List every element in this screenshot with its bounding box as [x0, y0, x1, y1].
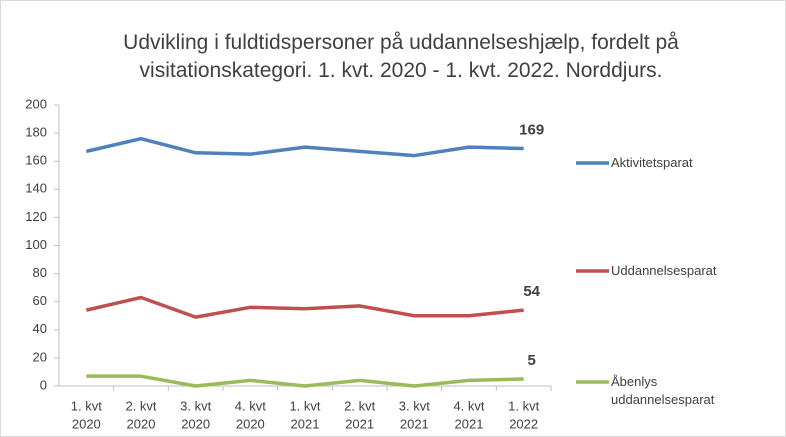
y-tick-label: 120 — [25, 209, 47, 224]
legend-label: Uddannelsesparat — [611, 263, 717, 278]
y-tick-label: 180 — [25, 125, 47, 140]
line-series — [86, 374, 524, 388]
y-tick-label: 40 — [33, 321, 47, 336]
x-tick-label: 4. kvt — [453, 398, 484, 413]
x-tick-label: 2021 — [455, 416, 484, 431]
x-tick-label: 2020 — [72, 416, 101, 431]
y-tick-label: 80 — [33, 265, 47, 280]
x-tick-label: 2022 — [509, 416, 538, 431]
x-tick-label: 2021 — [291, 416, 320, 431]
data-label: 54 — [523, 283, 540, 300]
y-tick-label: 0 — [40, 377, 47, 392]
y-tick-label: 200 — [25, 96, 47, 111]
y-tick-label: 160 — [25, 153, 47, 168]
x-tick-label: 2020 — [127, 416, 156, 431]
y-tick-label: 100 — [25, 237, 47, 252]
y-tick-label: 60 — [33, 293, 47, 308]
x-tick-label: 2020 — [181, 416, 210, 431]
line-series — [85, 136, 524, 158]
x-tick-label: 1. kvt — [289, 398, 320, 413]
x-tick-label: 1. kvt — [71, 398, 102, 413]
y-tick-label: 20 — [33, 349, 47, 364]
x-tick-label: 4. kvt — [235, 398, 266, 413]
data-label: 169 — [519, 122, 544, 139]
line-series — [85, 295, 524, 319]
x-tick-label: 2021 — [345, 416, 374, 431]
x-tick-label: 3. kvt — [180, 398, 211, 413]
x-tick-label: 2020 — [236, 416, 265, 431]
data-label: 5 — [527, 352, 535, 369]
legend-label: Aktivitetsparat — [611, 155, 693, 170]
x-tick-label: 2. kvt — [125, 398, 156, 413]
x-tick-label: 2. kvt — [344, 398, 375, 413]
x-tick-label: 2021 — [400, 416, 429, 431]
legend-label: Åbenlys uddannelsesparat — [611, 374, 715, 407]
y-tick-label: 140 — [25, 181, 47, 196]
x-tick-label: 3. kvt — [399, 398, 430, 413]
chart-title: Udvikling i fuldtidspersoner på uddannel… — [123, 31, 679, 82]
x-tick-label: 1. kvt — [508, 398, 539, 413]
